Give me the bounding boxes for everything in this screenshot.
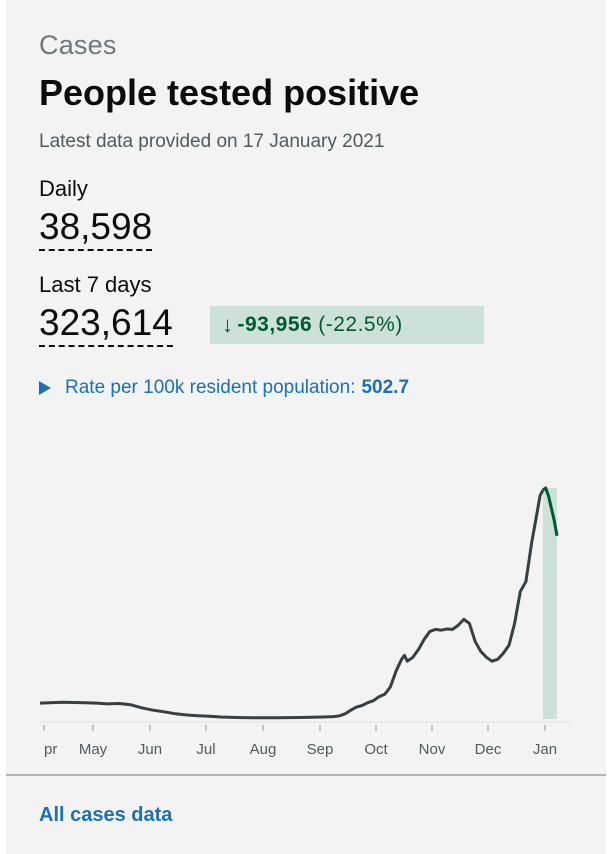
x-tick-label: Jul — [196, 741, 215, 758]
last-updated-text: Latest data provided on 17 January 2021 — [39, 131, 385, 152]
divider — [6, 774, 606, 776]
x-tick-label: Sep — [307, 741, 334, 758]
x-tick-label: Jan — [533, 741, 557, 758]
arrow-down-icon: ↓ — [222, 312, 234, 337]
x-tick-label: Dec — [475, 741, 502, 758]
x-tick-label: May — [79, 741, 108, 758]
cases-chart: pr May Jun Jul Aug Sep Oct Nov Dec Jan — [39, 486, 572, 758]
rate-toggle[interactable]: Rate per 100k resident population: 502.7 — [39, 377, 409, 399]
x-tick-label: Nov — [419, 741, 446, 758]
daily-value[interactable]: 38,598 — [39, 207, 153, 251]
rate-label: Rate per 100k resident population: — [65, 377, 356, 398]
x-tick-label: pr — [44, 741, 57, 758]
rate-value: 502.7 — [361, 377, 410, 398]
x-tick-label: Oct — [364, 741, 388, 758]
x-tick-label: Aug — [250, 741, 277, 758]
recent-cases-line — [542, 486, 559, 537]
change-percent: (-22.5%) — [318, 313, 403, 336]
x-tick-label: Jun — [138, 741, 162, 758]
recent-window-area — [542, 487, 557, 719]
cases-card: Cases People tested positive Latest data… — [6, 0, 606, 854]
cases-line — [39, 489, 545, 720]
daily-label: Daily — [39, 176, 88, 201]
card-title: People tested positive — [39, 72, 420, 113]
last-7-days-label: Last 7 days — [39, 272, 152, 297]
all-cases-data-link[interactable]: All cases data — [39, 804, 173, 826]
change-badge: ↓ -93,956 (-22.5%) — [210, 306, 484, 344]
card-caption: Cases — [39, 30, 117, 60]
last-7-days-value[interactable]: 323,614 — [39, 303, 173, 347]
change-value: -93,956 — [237, 313, 313, 336]
triangle-right-icon — [39, 381, 51, 395]
